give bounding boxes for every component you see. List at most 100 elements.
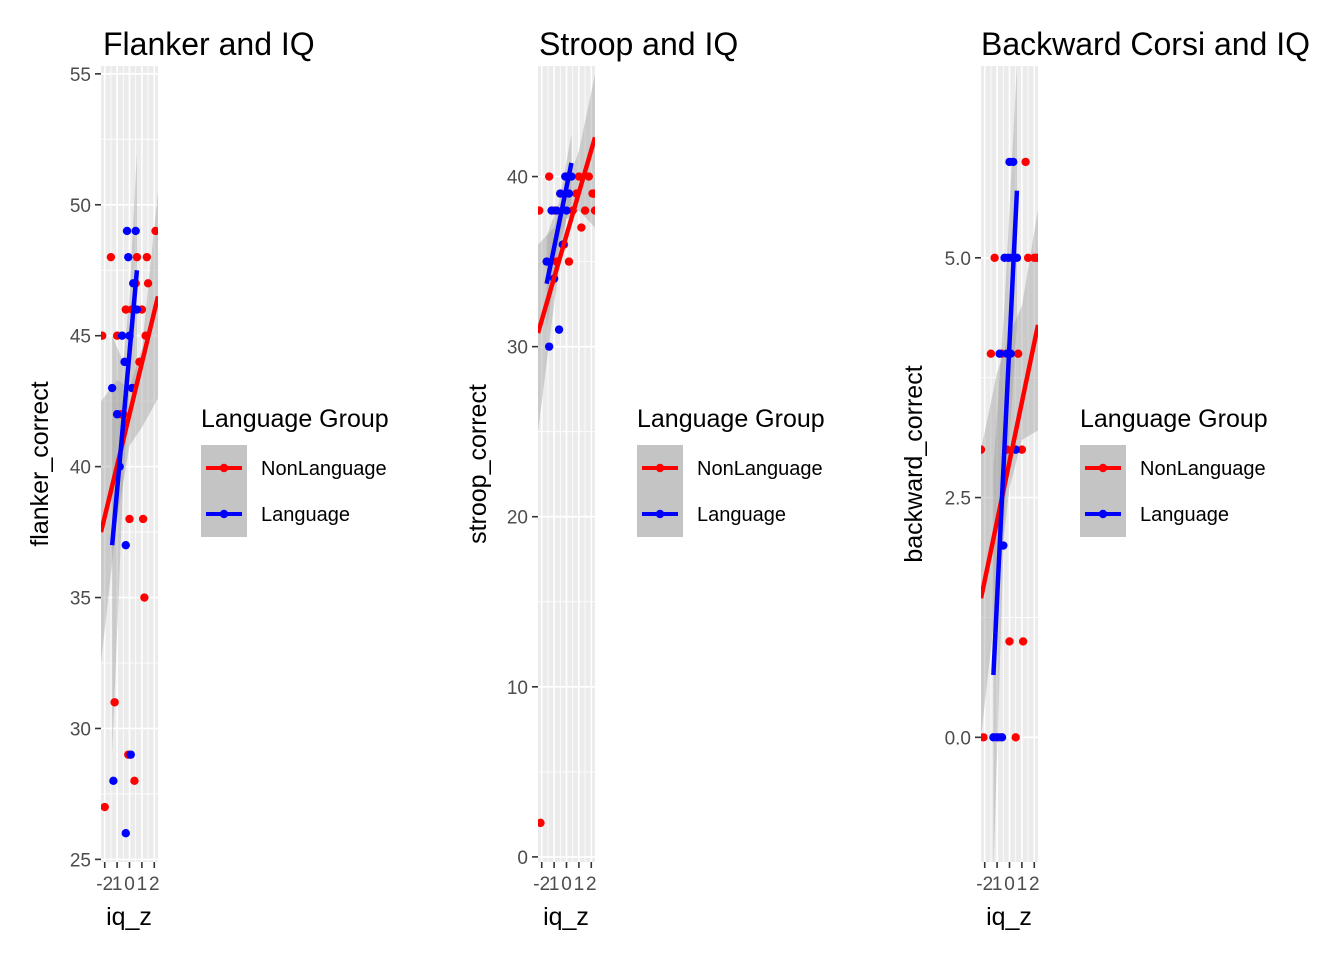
y-tick-label: 2.5 [945,489,971,510]
y-tick-label: 10 [507,678,528,699]
chart-title: Backward Corsi and IQ [981,26,1310,62]
data-point-language [556,189,565,198]
legend: Language Group NonLanguage Language [637,405,825,537]
fit-line-nonlanguage [538,136,595,334]
data-point-nonlanguage [584,172,594,181]
data-point-language [126,750,135,759]
data-point-nonlanguage [1023,253,1033,263]
y-tick-label: 50 [70,196,91,217]
x-axis-label: iq_z [543,903,589,931]
data-point-nonlanguage [151,226,158,236]
legend-label-nonlanguage: NonLanguage [1140,458,1266,480]
x-tick-label: 0 [124,874,135,895]
plot-area [538,74,595,828]
x-tick-label: 0 [561,874,572,895]
legend-point-nonlanguage [655,463,665,473]
legend-label-nonlanguage: NonLanguage [261,458,387,480]
data-point-nonlanguage [132,252,142,262]
data-point-nonlanguage [990,253,999,263]
y-axis-label: backward_correct [900,365,928,562]
legend-label-nonlanguage: NonLanguage [697,458,823,480]
data-point-nonlanguage [1011,733,1020,742]
y-axis-label: stroop_correct [464,384,492,544]
y-tick-label: 25 [70,850,91,871]
data-point-nonlanguage [981,733,988,742]
x-tick-label: 2 [586,874,597,895]
x-axis-label: iq_z [986,903,1032,931]
fit-line-language [544,162,574,285]
data-point-nonlanguage [544,172,554,181]
data-point-language [1009,157,1018,167]
y-tick-label: 45 [70,327,91,348]
data-point-language [109,776,118,786]
legend-point-language [219,509,229,519]
x-tick-label: 0 [1004,874,1015,895]
data-point-nonlanguage [140,593,149,602]
legend-point-nonlanguage [219,463,229,473]
data-point-language [112,410,122,419]
fit-line-language [109,270,140,546]
legend-title: Language Group [637,405,825,433]
x-tick-label: -2 [976,874,993,895]
data-point-nonlanguage [577,223,586,232]
x-tick-label: 2 [1029,874,1040,895]
data-point-nonlanguage [125,514,134,524]
y-tick-label: 0.0 [945,728,971,749]
data-point-nonlanguage [121,305,130,314]
x-tick-label: 1 [549,874,560,895]
legend: Language Group NonLanguage Language [1080,405,1268,537]
fit-line-nonlanguage [981,324,1038,599]
y-tick-label: 40 [70,458,91,479]
data-point-language [117,331,127,340]
legend-label-language: Language [1140,504,1229,526]
data-point-language [995,349,1004,358]
x-tick-label: 1 [1017,874,1028,895]
x-tick-label: 1 [137,874,148,895]
y-tick-label: 40 [507,168,528,189]
data-point-nonlanguage [538,206,544,215]
y-tick-label: 20 [507,508,528,529]
chart-title: Flanker and IQ [103,26,315,62]
data-point-nonlanguage [138,514,148,524]
legend-label-language: Language [261,504,350,526]
y-axis-label: flanker_correct [26,381,54,546]
confidence-band-nonlanguage [538,74,595,432]
legend-point-language [1098,509,1108,519]
legend-title: Language Group [201,405,389,433]
x-tick-label: 1 [574,874,585,895]
x-tick-label: 2 [149,874,160,895]
legend-label-language: Language [697,504,786,526]
x-tick-label: 1 [112,874,123,895]
legend: Language Group NonLanguage Language [201,405,389,537]
fit-line-nonlanguage [101,295,158,533]
data-point-language [121,540,130,550]
x-axis-label: iq_z [106,903,152,931]
data-point-nonlanguage [110,698,119,707]
data-point-nonlanguage [1005,637,1014,646]
legend-point-nonlanguage [1098,463,1108,473]
chart-title: Stroop and IQ [539,26,738,62]
fit-line-language [991,190,1020,676]
data-point-nonlanguage [106,252,116,262]
data-point-nonlanguage [130,776,139,786]
confidence-band-nonlanguage [101,191,158,663]
data-point-nonlanguage [101,331,107,340]
data-point-nonlanguage [101,802,109,812]
data-point-nonlanguage [981,445,986,454]
x-tick-label: -2 [96,874,113,895]
data-point-language [121,828,130,838]
data-point-language [122,226,132,236]
y-tick-label: 55 [70,65,91,86]
data-point-language [997,733,1007,742]
data-point-nonlanguage [580,206,590,215]
data-point-language [552,206,561,215]
x-tick-label: -2 [533,874,550,895]
data-point-nonlanguage [142,252,152,262]
y-tick-label: 35 [70,589,91,610]
y-tick-label: 0 [517,848,528,869]
y-tick-label: 30 [507,338,528,359]
y-tick-label: 5.0 [945,249,971,270]
confidence-band-language [112,152,137,755]
